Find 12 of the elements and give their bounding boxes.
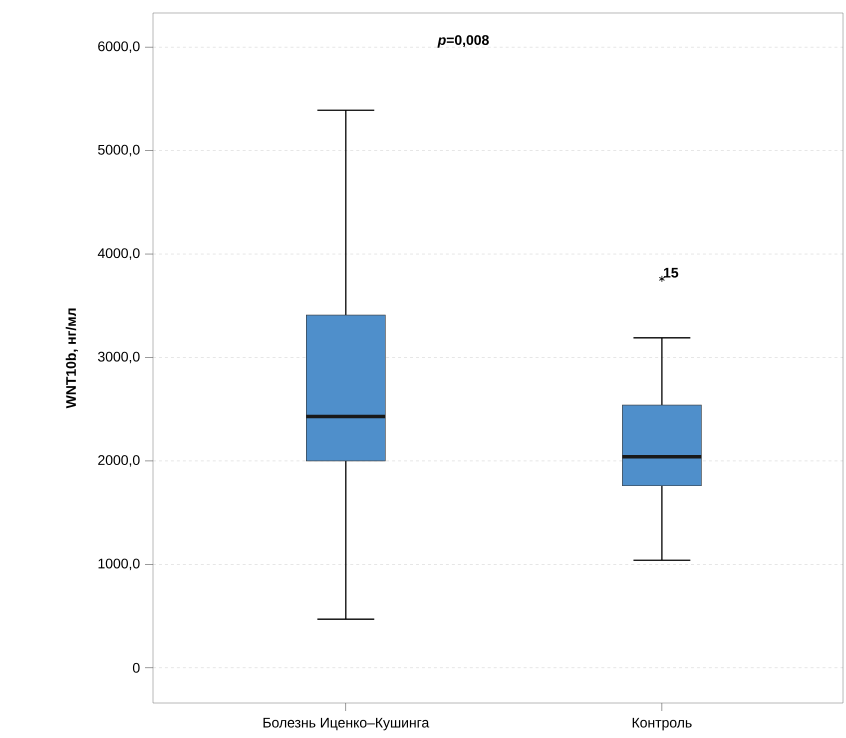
y-axis-title: WNT10b, нг/мл <box>66 308 78 408</box>
y-tick-label: 3000,0 <box>98 352 140 364</box>
annotation: 15 <box>664 268 678 278</box>
y-tick-label: 0 <box>132 662 140 673</box>
y-tick-label: 2000,0 <box>98 455 140 467</box>
y-tick-label: 1000,0 <box>98 558 140 570</box>
x-tick-label: Контроль <box>632 718 692 730</box>
x-tick-label: Болезнь Иценко–Кушинга <box>264 718 430 730</box>
y-tick-label: 4000,0 <box>98 248 140 260</box>
annotation: p=0,008 <box>437 35 489 48</box>
y-tick-label: 5000,0 <box>98 144 140 156</box>
y-tick-label: 6000,0 <box>98 41 140 53</box>
